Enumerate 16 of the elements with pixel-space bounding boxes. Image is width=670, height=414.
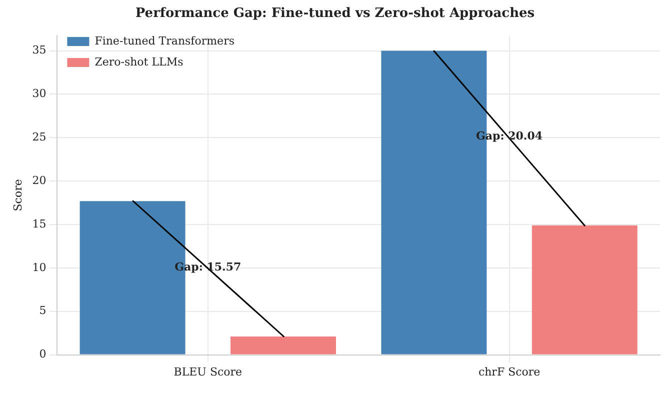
- x-tick-label: BLEU Score: [174, 365, 242, 378]
- bar: [230, 336, 336, 354]
- y-tick-label: 20: [32, 174, 46, 187]
- legend-label: Zero-shot LLMs: [94, 55, 184, 68]
- x-tick-label: chrF Score: [478, 365, 540, 378]
- bar: [532, 225, 638, 354]
- y-tick-label: 25: [32, 130, 46, 144]
- legend-label: Fine-tuned Transformers: [94, 34, 235, 48]
- y-tick-label: 35: [32, 44, 46, 57]
- y-tick-label: 10: [32, 260, 46, 274]
- y-axis-title: Score: [11, 179, 24, 212]
- y-tick-label: 0: [39, 348, 46, 361]
- y-tick-label: 30: [32, 87, 46, 100]
- chart-title: Performance Gap: Fine-tuned vs Zero-shot Approaches: [134, 6, 536, 21]
- y-tick-label: 15: [32, 217, 46, 230]
- y-tick-label: 5: [39, 304, 46, 318]
